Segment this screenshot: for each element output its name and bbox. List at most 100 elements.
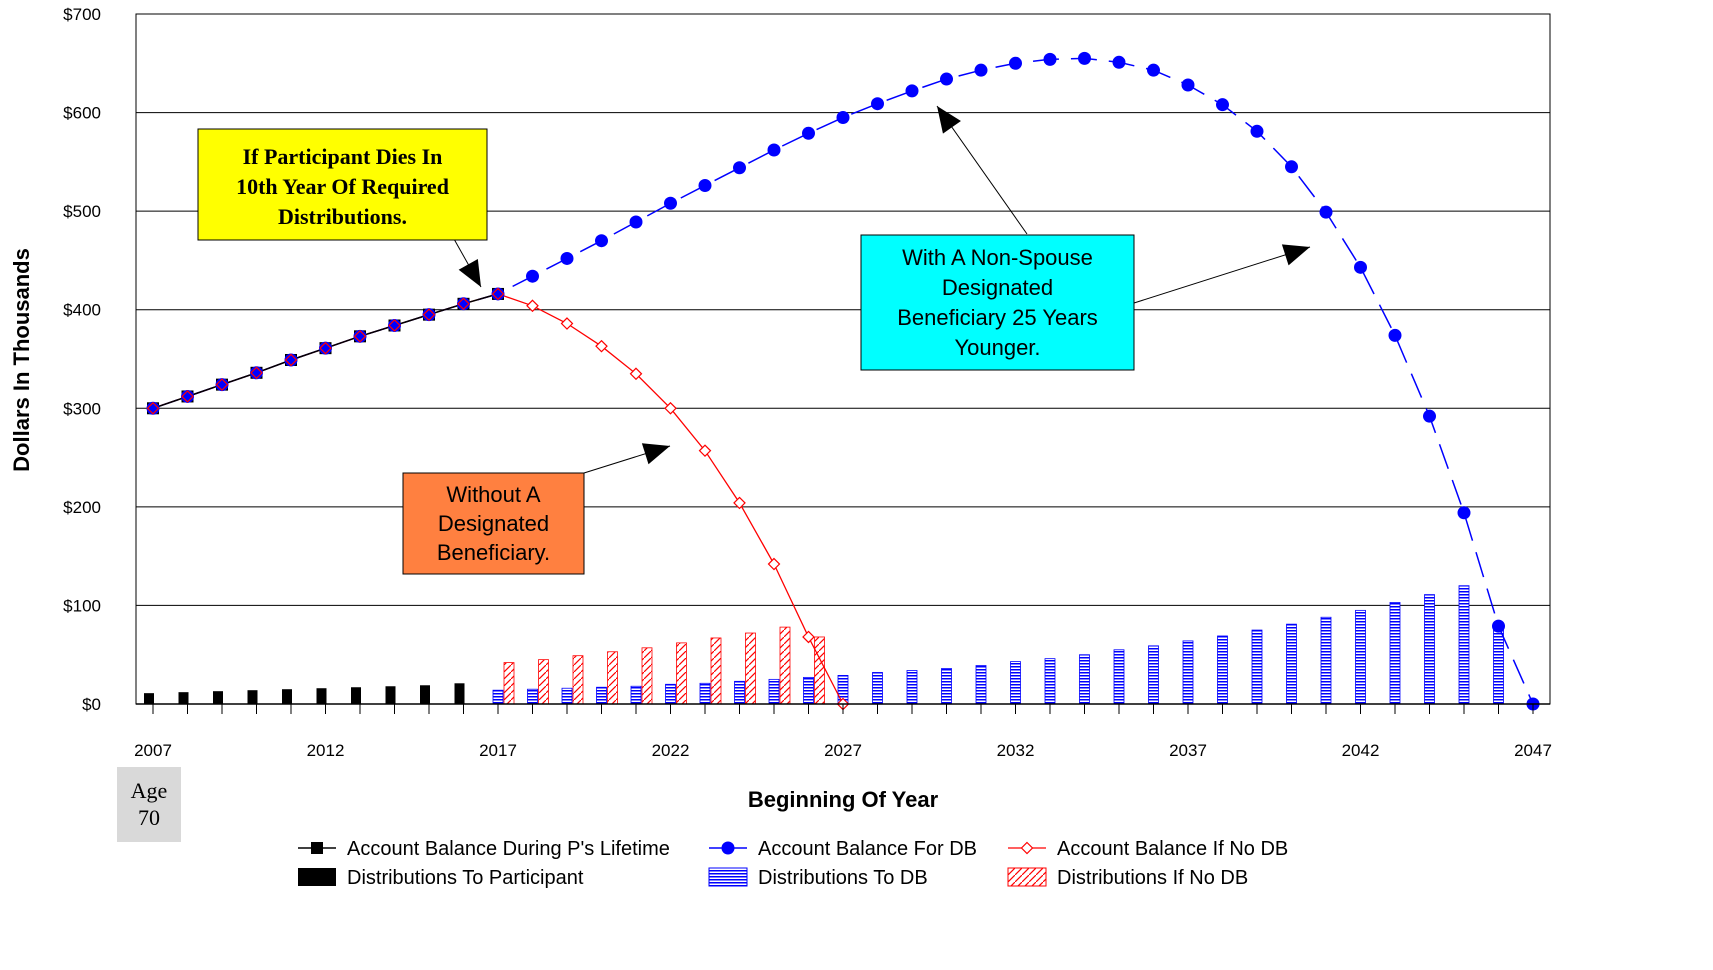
bar-distribution-participant [351, 687, 361, 704]
x-tick-label: 2017 [479, 741, 517, 760]
marker-db [1216, 98, 1229, 112]
age-box [117, 767, 181, 842]
marker-no-db [664, 401, 677, 415]
marker-no-db [595, 339, 608, 353]
bar-distribution-db [665, 683, 676, 705]
bar-distribution-no-db [814, 636, 825, 705]
x-tick-label: 2047 [1514, 741, 1552, 760]
marker-db [353, 329, 367, 343]
arrow-non-spouse-right-head [1281, 244, 1310, 266]
bar-distribution-db [975, 665, 987, 705]
bar-distribution-participant [385, 686, 396, 704]
marker-no-db [560, 317, 574, 330]
marker-no-db [698, 444, 712, 458]
annotation-non-spouse-db [860, 234, 1135, 371]
bar-distribution-db [1079, 654, 1090, 705]
bar-distribution-db [596, 686, 607, 705]
marker-db [698, 179, 712, 193]
bar-distribution-db [1493, 625, 1504, 705]
legend-swatch-no-db-bars [1007, 867, 1047, 887]
marker-db [388, 318, 401, 332]
bar-distribution-no-db [710, 637, 722, 705]
y-tick-label: $300 [63, 399, 101, 418]
marker-db [974, 63, 988, 77]
marker-no-db [146, 401, 160, 415]
annotation-line: Distributions. [278, 204, 407, 229]
marker-no-db [215, 378, 229, 391]
marker-no-db [802, 630, 815, 644]
marker-db [1285, 160, 1298, 174]
marker-db [215, 378, 229, 392]
legend-swatch-db-bars [708, 867, 748, 887]
marker-db [1112, 55, 1126, 69]
x-tick-label: 2037 [1169, 741, 1207, 760]
bar-layer [144, 585, 1504, 705]
bar-distribution-db [699, 682, 711, 705]
bar-distribution-no-db [641, 647, 653, 705]
legend-label: Distributions To Participant [347, 867, 584, 889]
bar-distribution-db [630, 685, 642, 705]
marker-db [871, 97, 884, 111]
marker-no-db [526, 299, 539, 313]
bar-distribution-db [872, 672, 883, 705]
arrow-participant-dies-head [458, 258, 481, 287]
arrow-non-spouse-right [1133, 246, 1311, 304]
marker-no-db [353, 329, 367, 343]
marker-no-db [250, 366, 263, 380]
bar-distribution-db [803, 676, 814, 705]
annotation-line: Younger. [954, 335, 1040, 360]
x-tick-label: 2027 [824, 741, 862, 760]
annotation-line: Designated [438, 511, 549, 536]
marker-db [1319, 205, 1333, 219]
marker-db [1492, 619, 1505, 633]
bar-distribution-db [1320, 616, 1332, 705]
marker-db [1147, 63, 1160, 77]
annotation-line: Designated [942, 275, 1053, 300]
annotation-line: Beneficiary. [437, 540, 550, 565]
marker-db [146, 401, 160, 415]
bar-distribution-db [1217, 635, 1228, 705]
annotation-line: If Participant Dies In [243, 144, 443, 169]
marker-db [1181, 78, 1195, 92]
annotation-participant-dies [197, 128, 488, 241]
marker-db [284, 353, 298, 367]
bar-distribution-db [1113, 649, 1125, 705]
y-tick-label: $100 [63, 596, 101, 615]
annotation-participant-dies-text: If Participant Dies In 10th Year Of Requi… [236, 144, 449, 229]
bar-distribution-db [1424, 594, 1435, 705]
age-value: 70 [138, 805, 160, 830]
marker-db [422, 308, 436, 322]
marker-db [526, 269, 539, 283]
marker-db [1423, 409, 1436, 423]
annotation-without-db [402, 472, 585, 575]
bar-distribution-no-db [572, 655, 584, 705]
marker-db [1078, 51, 1091, 65]
x-tick-label: 2032 [997, 741, 1035, 760]
bar-distribution-db [1286, 623, 1297, 705]
bar-distribution-db [1148, 645, 1159, 705]
y-tick-label: $0 [82, 695, 101, 714]
bar-distribution-no-db [538, 659, 549, 705]
bar-distribution-db [1458, 585, 1470, 705]
bar-distribution-db [1251, 629, 1263, 705]
bar-distribution-db [561, 687, 573, 705]
legend-label: Distributions If No DB [1057, 867, 1248, 889]
marker-db [1388, 328, 1402, 342]
bar-distribution-participant [282, 689, 292, 704]
legend-label: Account Balance For DB [758, 838, 977, 860]
marker-db [1250, 124, 1264, 138]
bar-distribution-participant [144, 693, 154, 704]
bar-distribution-participant [213, 691, 223, 704]
marker-db [1009, 56, 1022, 70]
bar-distribution-db [1355, 609, 1366, 705]
marker-db [629, 215, 643, 229]
bar-distribution-db [768, 678, 780, 705]
bar-distribution-db [1010, 661, 1021, 705]
bar-distribution-db [527, 688, 538, 705]
arrow-non-spouse-up [936, 105, 1028, 235]
legend-label: Account Balance If No DB [1057, 838, 1288, 860]
bar-distribution-db [734, 680, 745, 705]
marker-db [457, 297, 470, 311]
legend-label: Distributions To DB [758, 867, 928, 889]
